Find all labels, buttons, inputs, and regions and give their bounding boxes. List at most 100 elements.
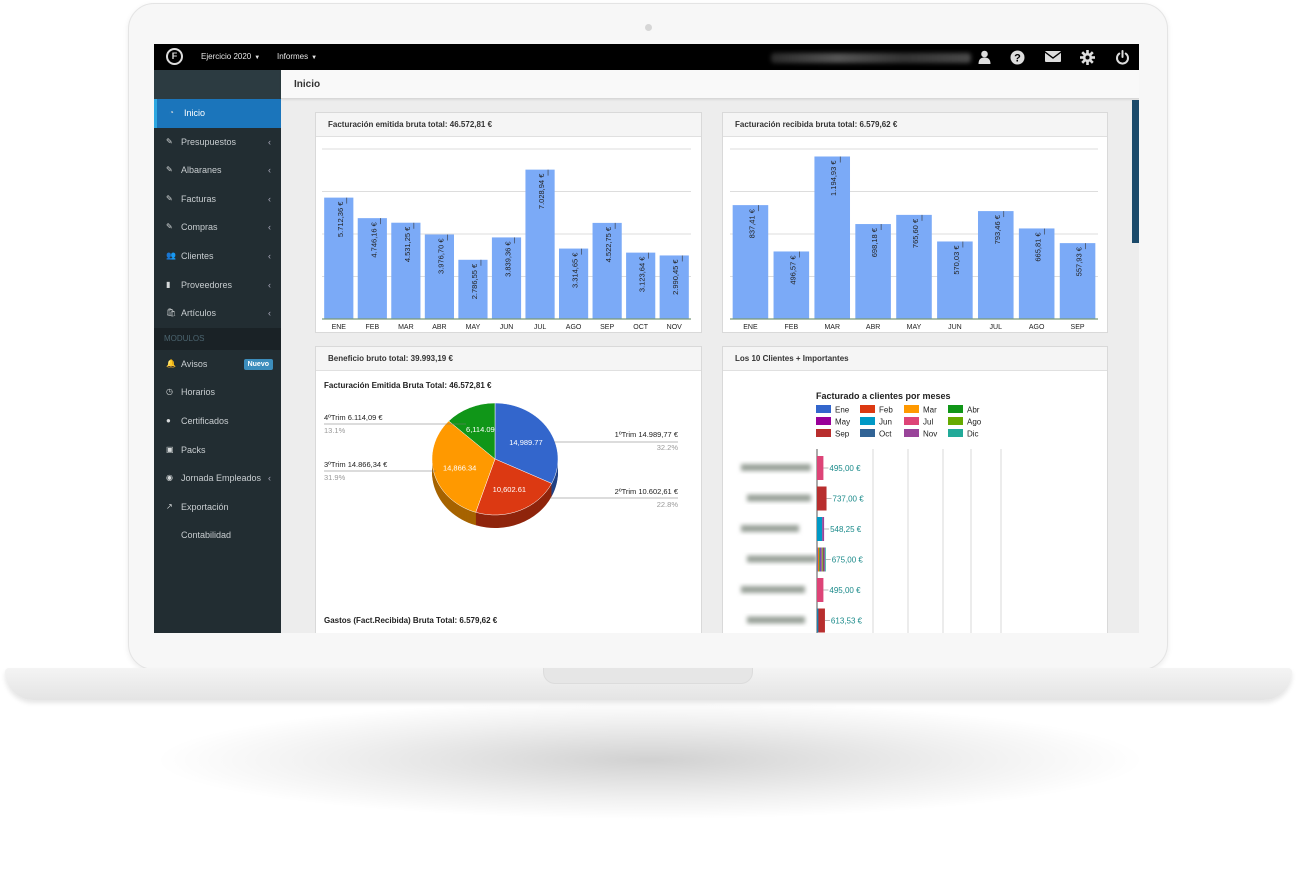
legend-label: Dic xyxy=(967,430,979,439)
legend-swatch-nov xyxy=(904,429,919,437)
sidebar-item-certificados[interactable]: ● Certificados xyxy=(154,407,281,436)
chevron-left-icon: ‹ xyxy=(268,308,271,319)
sidebar-item-label: Albaranes xyxy=(181,165,222,176)
pie-outside-label: 2ºTrim 10.602,61 € xyxy=(615,487,679,496)
sidebar-item-presupuestos[interactable]: ✎ Presupuestos ‹ xyxy=(154,128,281,157)
legend-label: Oct xyxy=(879,430,892,439)
blurred-client-name xyxy=(747,616,805,624)
hbar-segment-dic xyxy=(825,547,826,572)
bar-may xyxy=(458,259,488,319)
power-icon[interactable] xyxy=(1115,50,1130,65)
x-tick-label: AGO xyxy=(566,324,582,331)
ejercicio-label: Ejercicio 2020 xyxy=(201,52,252,61)
chevron-left-icon: ‹ xyxy=(268,165,271,176)
hbar-segment-may xyxy=(819,547,821,572)
bar-value-label: 2.990,45 € xyxy=(671,259,680,295)
beneficio-pie-charts: Facturación Emitida Bruta Total: 46.572,… xyxy=(324,381,679,625)
hbar-segment-mar xyxy=(818,547,820,572)
webcam xyxy=(645,24,652,31)
page-title: Inicio xyxy=(294,79,321,90)
clientes-panel-title: Los 10 Clientes + Importantes xyxy=(723,347,1107,371)
sidebar-item-exportaci-n-contabilidad[interactable]: ↗ Exportación Contabilidad xyxy=(154,493,281,541)
recibida-bar-chart: 837,41 € ENE 496,57 € FEB 1.194,93 € MAR 698,1… xyxy=(730,148,1098,331)
sidebar-item-horarios[interactable]: ◷ Horarios xyxy=(154,378,281,407)
bar-nov xyxy=(659,255,689,319)
x-tick-label: ENE xyxy=(743,324,758,331)
sidebar-item-label: Horarios xyxy=(181,387,216,398)
legend-swatch-ago xyxy=(948,417,963,425)
sidebar-item-facturas[interactable]: ✎ Facturas ‹ xyxy=(154,185,281,214)
bar-value-label: 570,03 € xyxy=(952,245,961,275)
hbar-segment-jul xyxy=(821,547,823,572)
sidebar-item-label: Avisos xyxy=(181,358,208,369)
x-tick-label: ABR xyxy=(866,324,880,331)
recibida-panel: Facturación recibida bruta total: 6.579,… xyxy=(722,112,1108,333)
legend-label: Sep xyxy=(835,430,850,439)
pie-percent-label: 13.1% xyxy=(324,426,346,435)
beneficio-panel-title: Beneficio bruto total: 39.993,19 € xyxy=(316,347,701,371)
scrollbar[interactable] xyxy=(1132,100,1139,243)
user-icon[interactable] xyxy=(977,50,992,65)
legend-label: Jun xyxy=(879,418,892,427)
sidebar-item-packs[interactable]: ▣ Packs xyxy=(154,436,281,465)
informes-label: Informes xyxy=(277,52,309,61)
pie-slice-3ºTrim xyxy=(431,420,496,513)
help-icon[interactable]: ? xyxy=(1010,50,1025,65)
sidebar-item-proveedores[interactable]: ▮ Proveedores ‹ xyxy=(154,271,281,300)
x-tick-label: SEP xyxy=(600,324,614,331)
chevron-left-icon: ‹ xyxy=(268,222,271,233)
chevron-left-icon: ‹ xyxy=(268,473,271,484)
hbar-segment-jun xyxy=(820,547,822,572)
bell-icon: 🔔 xyxy=(166,358,176,368)
legend-swatch-feb xyxy=(860,405,875,413)
bar-abr xyxy=(424,234,455,319)
pie-slice-2ºTrim xyxy=(475,458,553,516)
gear-icon[interactable] xyxy=(1080,50,1095,65)
x-tick-label: SEP xyxy=(1071,324,1085,331)
sidebar-item-inicio[interactable]: ◔ Inicio xyxy=(154,99,281,128)
sidebar-item-compras[interactable]: ✎ Compras ‹ xyxy=(154,213,281,242)
bar-jun xyxy=(937,241,973,319)
caret-down-icon: ▼ xyxy=(254,55,261,61)
legend-label: Nov xyxy=(923,430,937,439)
new-badge: Nuevo xyxy=(243,358,273,370)
app-logo[interactable]: F xyxy=(166,48,183,65)
informes-menu[interactable]: Informes ▼ xyxy=(277,52,317,61)
legend-swatch-dic xyxy=(948,429,963,437)
mail-icon[interactable] xyxy=(1044,50,1062,65)
legend-label: May xyxy=(835,418,850,427)
shopping-bag-icon: 🛍 xyxy=(166,308,177,318)
blurred-client-name xyxy=(741,525,799,532)
bar-ene xyxy=(324,197,354,319)
sidebar-item-avisos[interactable]: 🔔 Avisos Nuevo xyxy=(154,350,281,379)
svg-text:?: ? xyxy=(1014,53,1021,65)
x-tick-label: JUL xyxy=(990,324,1003,331)
pie-outside-label: 1ºTrim 14.989,77 € xyxy=(615,430,679,439)
bar-oct xyxy=(626,252,656,319)
user-circle-icon: ◉ xyxy=(166,473,173,483)
sidebar-item-jornada-empleados[interactable]: ◉ Jornada Empleados ‹ xyxy=(154,464,281,493)
bar-feb xyxy=(773,251,810,319)
clock-icon: ◷ xyxy=(166,387,173,397)
hbar-segment-jul xyxy=(817,456,824,480)
bar-value-label: 4.522,75 € xyxy=(604,226,613,262)
emitida-bar-chart: 5.712,36 € ENE 4.746,16 € FEB 4.531,25 € MAR 3… xyxy=(322,148,691,331)
hbar-segment-feb xyxy=(817,547,819,572)
bar-value-label: 2.786,55 € xyxy=(470,263,479,299)
hbar-segment-nov xyxy=(822,517,825,541)
sidebar-item-art-culos[interactable]: 🛍 Artículos ‹ xyxy=(154,299,281,328)
hbar-value-label: 613,53 € xyxy=(831,617,863,626)
legend-label: Mar xyxy=(923,406,937,415)
legend-label: Jul xyxy=(923,418,933,427)
legend-swatch-jun xyxy=(860,417,875,425)
ejercicio-menu[interactable]: Ejercicio 2020 ▼ xyxy=(201,52,260,61)
clientes-panel: Los 10 Clientes + Importantes Facturado … xyxy=(722,346,1108,633)
top-navbar: F Ejercicio 2020 ▼ Informes ▼ ? xyxy=(154,44,1139,70)
sidebar-item-label: Facturas xyxy=(181,193,217,204)
sidebar-item-clientes[interactable]: 👥 Clientes ‹ xyxy=(154,242,281,271)
sidebar-item-albaranes[interactable]: ✎ Albaranes ‹ xyxy=(154,156,281,185)
bar-value-label: 1.194,93 € xyxy=(829,160,838,196)
legend-label: Ene xyxy=(835,406,850,415)
hbar-segment-sep xyxy=(818,608,825,633)
beneficio-panel: Beneficio bruto total: 39.993,19 € Factu… xyxy=(315,346,702,633)
